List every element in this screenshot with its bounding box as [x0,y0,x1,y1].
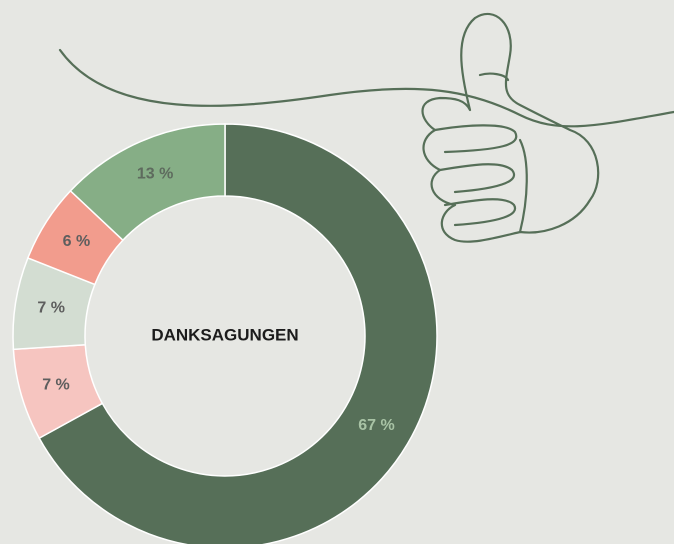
value-label: 6 % [63,233,91,250]
center-label: DANKSAGUNGEN [151,325,298,344]
value-label: 13 % [137,166,173,183]
chart: 67 % 7 % 7 % 6 % 13 % DANKSAGUNGEN [0,0,674,544]
value-label: 7 % [42,376,70,393]
value-label: 7 % [37,300,65,317]
value-label: 67 % [358,417,394,434]
page: 67 %7 %7 %6 %13 % DANKSAGUNGEN (() => { … [0,0,674,544]
